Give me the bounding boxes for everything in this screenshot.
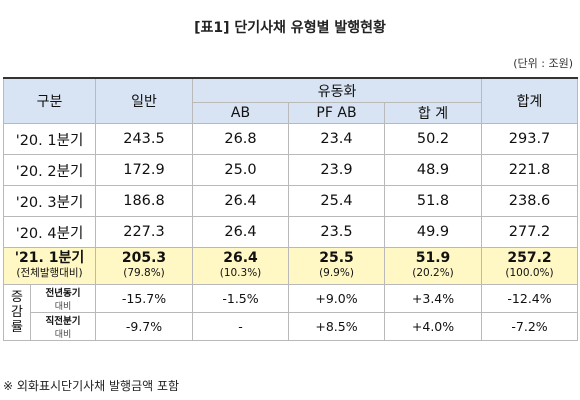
- yoy-label-main: 전년동기: [45, 288, 81, 299]
- highlight-subtotal: 51.9: [415, 250, 451, 266]
- highlight-label: '21. 1분기: [14, 250, 85, 266]
- highlight-total: 257.2: [507, 250, 552, 266]
- table-row: '20. 4분기 227.3 26.4 23.5 49.9 277.2: [3, 216, 579, 248]
- highlight-row: '21. 1분기 (전체발행대비) 205.3 (79.8%) 26.4 (10…: [3, 247, 579, 285]
- side-char: 증: [11, 290, 23, 305]
- cell-ab: 26.4: [192, 185, 289, 217]
- cell-ab: 25.0: [192, 154, 289, 186]
- highlight-ab-cell: 26.4 (10.3%): [192, 247, 289, 285]
- row-label: '20. 4분기: [3, 216, 96, 248]
- side-char: 률: [11, 320, 23, 335]
- highlight-ab: 26.4: [223, 250, 258, 266]
- highlight-pfab-pct: (9.9%): [319, 267, 354, 279]
- cell-pfab: 23.5: [288, 216, 385, 248]
- table-row: '20. 1분기 243.5 26.8 23.4 50.2 293.7: [3, 123, 579, 155]
- row-label: '20. 1분기: [3, 123, 96, 155]
- unit-label: (단위 : 조원): [513, 57, 573, 70]
- cell-general: 243.5: [95, 123, 193, 155]
- header-general: 일반: [95, 77, 193, 124]
- highlight-label-sub: (전체발행대비): [16, 267, 83, 279]
- cell-general: 172.9: [95, 154, 193, 186]
- highlight-total-pct: (100.0%): [505, 267, 554, 279]
- cell-general: 186.8: [95, 185, 193, 217]
- cell-subtotal: 50.2: [383, 123, 483, 155]
- highlight-subtotal-pct: (20.2%): [412, 267, 454, 279]
- cell-subtotal: +3.4%: [383, 284, 483, 313]
- highlight-ab-pct: (10.3%): [219, 267, 262, 279]
- cell-general: 227.3: [95, 216, 193, 248]
- cell-subtotal: 51.8: [383, 185, 483, 217]
- highlight-pfab: 25.5: [319, 250, 354, 266]
- cell-ab: -: [192, 312, 289, 341]
- header-pfab: PF AB: [288, 102, 385, 124]
- highlight-pfab-cell: 25.5 (9.9%): [288, 247, 385, 285]
- qoq-label-main: 직전분기: [45, 316, 81, 327]
- row-label: '20. 3분기: [3, 185, 96, 217]
- table-row: '20. 2분기 172.9 25.0 23.9 48.9 221.8: [3, 154, 579, 186]
- cell-ab: 26.4: [192, 216, 289, 248]
- cell-pfab: 25.4: [288, 185, 385, 217]
- change-row-yoy: 증 감 률 전년동기 대비 직전분기 대비 -15.7% -1.5% +9: [3, 284, 579, 341]
- cell-pfab: +9.0%: [288, 284, 385, 313]
- cell-pfab: +8.5%: [288, 312, 385, 341]
- highlight-general-pct: (79.8%): [123, 267, 165, 279]
- yoy-label-tail: 대비: [54, 302, 72, 312]
- cell-subtotal: 49.9: [383, 216, 483, 248]
- cell-total: 293.7: [481, 123, 579, 155]
- header-category: 구분: [3, 77, 96, 124]
- row-label: '20. 2분기: [3, 154, 96, 186]
- highlight-general-cell: 205.3 (79.8%): [95, 247, 193, 285]
- highlight-label-cell: '21. 1분기 (전체발행대비): [3, 247, 96, 285]
- header-subtotal: 합 계: [383, 102, 483, 124]
- cell-total: 221.8: [481, 154, 579, 186]
- table-title: [표1] 단기사채 유형별 발행현황: [194, 20, 386, 36]
- cell-general: -15.7%: [95, 284, 193, 313]
- header-liquidation: 유동화: [191, 77, 483, 103]
- issuance-table: 구분 일반 유동화 합계 AB PF AB 합 계 '20. 1분기 243.5…: [3, 77, 579, 341]
- highlight-subtotal-cell: 51.9 (20.2%): [383, 247, 483, 285]
- table-row: '20. 3분기 186.8 26.4 25.4 51.8 238.6: [3, 185, 579, 217]
- qoq-label: 직전분기 대비: [31, 313, 95, 340]
- side-char: 감: [11, 305, 23, 320]
- cell-pfab: 23.4: [288, 123, 385, 155]
- cell-total: -7.2%: [481, 312, 579, 341]
- cell-ab: 26.8: [192, 123, 289, 155]
- highlight-total-cell: 257.2 (100.0%): [481, 247, 579, 285]
- cell-general: -9.7%: [95, 312, 193, 341]
- header-ab: AB: [192, 102, 289, 124]
- change-side-cell: 증 감 률 전년동기 대비 직전분기 대비: [3, 284, 96, 341]
- yoy-label: 전년동기 대비: [31, 285, 95, 313]
- cell-subtotal: +4.0%: [383, 312, 483, 341]
- cell-total: 277.2: [481, 216, 579, 248]
- cell-ab: -1.5%: [192, 284, 289, 313]
- change-side-label: 증 감 률: [4, 285, 31, 340]
- footnote: ※ 외화표시단기사채 발행금액 포함: [3, 379, 180, 393]
- cell-subtotal: 48.9: [383, 154, 483, 186]
- header-total: 합계: [481, 77, 579, 124]
- highlight-general: 205.3: [121, 250, 167, 266]
- cell-total: 238.6: [481, 185, 579, 217]
- cell-pfab: 23.9: [288, 154, 385, 186]
- change-row-qoq: -9.7% - +8.5% +4.0% -7.2%: [4, 312, 579, 341]
- cell-total: -12.4%: [481, 284, 579, 313]
- qoq-label-tail: 대비: [54, 330, 72, 340]
